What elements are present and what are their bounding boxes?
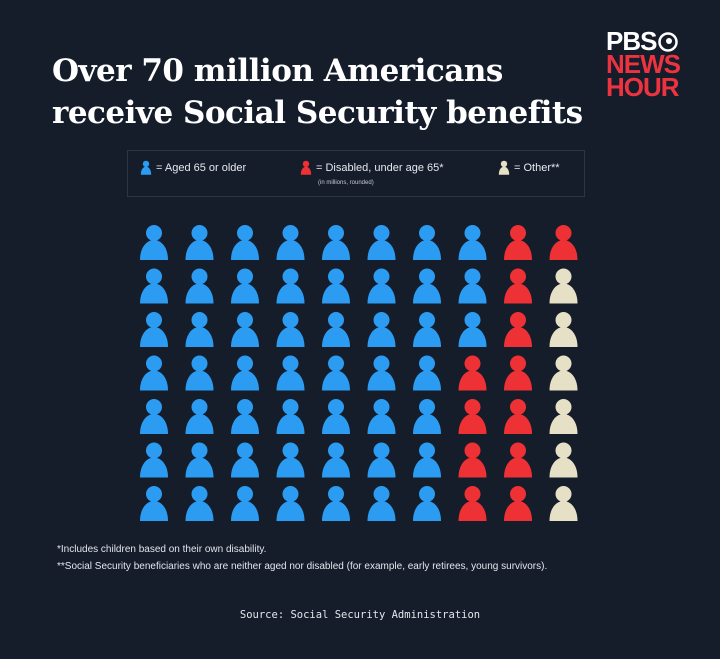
- person-icon-aged: [413, 399, 441, 434]
- person-icon-disabled: [504, 225, 532, 260]
- person-icon-aged: [322, 268, 350, 304]
- person-icon-aged: [413, 355, 441, 391]
- person-icon-aged: [276, 355, 305, 391]
- person-icon-aged: [367, 268, 396, 304]
- person-icon-disabled: [504, 399, 532, 434]
- person-icon-aged: [140, 225, 168, 260]
- person-icon-aged: [185, 486, 214, 521]
- person-icon-aged: [413, 268, 441, 304]
- legend-note: (in millions, rounded): [318, 180, 374, 186]
- legend-item-other: = Other**: [498, 159, 560, 176]
- person-icon-disabled: [504, 442, 532, 478]
- person-icon-disabled: [458, 355, 487, 391]
- person-icon: [300, 160, 312, 175]
- person-icon-aged: [185, 399, 214, 434]
- person-icon-aged: [276, 442, 305, 478]
- person-icon-aged: [458, 268, 487, 304]
- person-icon-other: [549, 442, 578, 478]
- person-icon-disabled: [504, 486, 532, 521]
- legend-label: = Aged 65 or older: [156, 161, 247, 174]
- person-icon-aged: [413, 225, 441, 260]
- person-icon-aged: [185, 442, 214, 478]
- person-icon-aged: [367, 442, 396, 478]
- person-icon-aged: [276, 312, 305, 347]
- person-icon-other: [549, 399, 578, 434]
- person-icon-other: [549, 268, 578, 304]
- logo-news: NEWS: [606, 49, 681, 79]
- logo-hour: HOUR: [606, 72, 680, 102]
- person-icon-aged: [140, 355, 168, 391]
- person-icon-aged: [322, 486, 350, 521]
- person-icon-aged: [322, 355, 350, 391]
- person-icon-aged: [322, 225, 350, 260]
- person-icon-aged: [458, 225, 487, 260]
- person-icon-disabled: [458, 486, 487, 521]
- person-icon-aged: [140, 399, 168, 434]
- person-icon-other: [549, 312, 578, 347]
- person-icon-other: [549, 486, 578, 521]
- person-icon-aged: [231, 268, 259, 304]
- person-icon-aged: [140, 312, 168, 347]
- person-icon-aged: [367, 486, 396, 521]
- chart-title: Over 70 million Americans receive Social…: [52, 53, 583, 131]
- person-icon-aged: [322, 442, 350, 478]
- logo-pbs: PBS: [606, 26, 657, 56]
- legend: = Aged 65 or older = Disabled, under age…: [127, 150, 585, 197]
- person-icon-aged: [458, 312, 487, 347]
- source-note: Source: Social Security Administration: [239, 609, 481, 621]
- legend-label: = Other**: [514, 161, 560, 174]
- legend-item-disabled: = Disabled, under age 65*: [300, 159, 444, 176]
- person-icon-aged: [185, 355, 214, 391]
- person-icon: [498, 160, 510, 175]
- person-icon-disabled: [458, 442, 487, 478]
- person-icon-disabled: [504, 312, 532, 347]
- person-icon-disabled: [504, 355, 532, 391]
- person-icon-disabled: [549, 225, 578, 260]
- person-icon-aged: [322, 399, 350, 434]
- legend-item-aged: = Aged 65 or older: [140, 159, 246, 176]
- person-icon-aged: [276, 268, 305, 304]
- person-icon-aged: [413, 442, 441, 478]
- person-icon-aged: [231, 442, 259, 478]
- person-icon-aged: [231, 312, 259, 347]
- person-icon-aged: [231, 486, 259, 521]
- person-icon-aged: [413, 486, 441, 521]
- pictogram-grid: [140, 225, 578, 521]
- person-icon-disabled: [458, 399, 487, 434]
- person-icon-aged: [140, 442, 168, 478]
- person-icon-aged: [276, 399, 305, 434]
- person-icon-disabled: [504, 268, 532, 304]
- person-icon-aged: [185, 268, 214, 304]
- pbs-head-icon: [658, 31, 679, 52]
- person-icon-aged: [185, 312, 214, 347]
- footnotes: *Includes children based on their own di…: [57, 541, 547, 575]
- person-icon: [140, 160, 152, 175]
- person-icon-aged: [322, 312, 350, 347]
- person-icon-aged: [413, 312, 441, 347]
- person-icon-aged: [231, 225, 259, 260]
- person-icon-aged: [276, 486, 305, 521]
- footnote-1: *Includes children based on their own di…: [57, 544, 267, 555]
- person-icon-other: [549, 355, 578, 391]
- person-icon-aged: [231, 399, 259, 434]
- person-icon-aged: [367, 225, 396, 260]
- person-icon-aged: [367, 355, 396, 391]
- person-icon-aged: [367, 399, 396, 434]
- person-icon-aged: [140, 486, 168, 521]
- legend-label: = Disabled, under age 65*: [316, 161, 444, 174]
- footnote-2: **Social Security beneficiaries who are …: [57, 561, 548, 572]
- person-icon-aged: [185, 225, 214, 260]
- pbs-newshour-logo: PBS NEWS HOUR: [606, 26, 681, 102]
- person-icon-aged: [140, 268, 168, 304]
- person-icon-aged: [231, 355, 259, 391]
- person-icon-aged: [367, 312, 396, 347]
- person-icon-aged: [276, 225, 305, 260]
